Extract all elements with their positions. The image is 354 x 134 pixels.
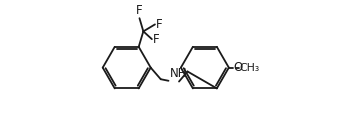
Text: O: O — [233, 61, 242, 74]
Text: F: F — [153, 33, 159, 46]
Text: F: F — [156, 18, 162, 31]
Text: CH₃: CH₃ — [240, 63, 260, 73]
Text: F: F — [136, 4, 143, 17]
Text: NH: NH — [170, 67, 187, 80]
